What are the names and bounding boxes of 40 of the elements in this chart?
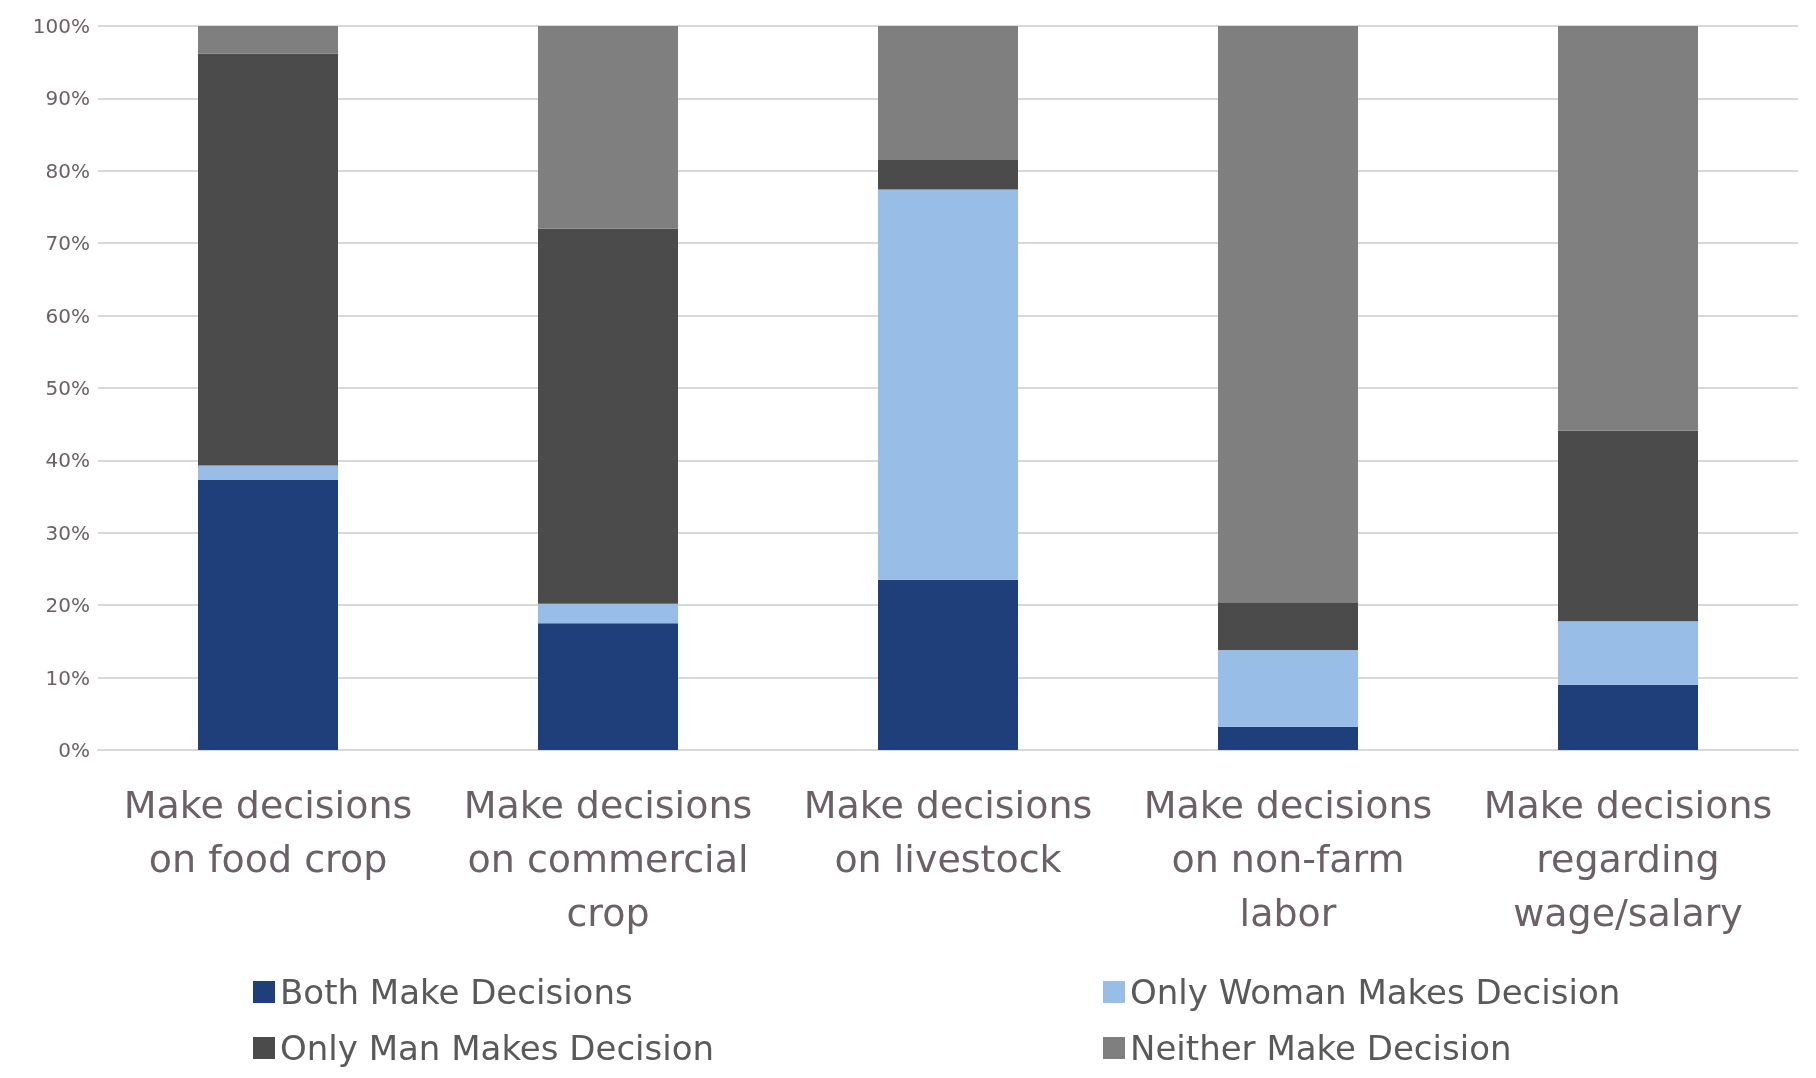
legend-label: Only Man Makes Decision (280, 1028, 715, 1068)
bar (1218, 650, 1358, 727)
y-tick-label: 0% (58, 738, 90, 762)
x-tick-label: Make decisions on commercial crop (463, 783, 753, 935)
y-tick-label: 80% (45, 158, 90, 183)
bar (538, 228, 678, 604)
bar (878, 579, 1018, 750)
bar (878, 159, 1018, 190)
bar (538, 603, 678, 624)
y-tick-label: 30% (45, 520, 90, 545)
bar (878, 26, 1018, 160)
bar (1218, 726, 1358, 750)
y-tick-label: 90% (45, 86, 90, 111)
legend-label: Only Woman Makes Decision (1130, 972, 1621, 1012)
bar (198, 26, 338, 54)
bar (1218, 603, 1358, 651)
legend-label: Both Make Decisions (280, 972, 633, 1012)
y-tick-label: 70% (45, 231, 90, 256)
x-tick-label: Make decisions regarding wage/salary (1483, 783, 1773, 935)
y-tick-label: 50% (45, 376, 90, 400)
x-tick-label: Make decisions on non-farm labor (1143, 783, 1433, 935)
bar (538, 26, 678, 229)
bar (878, 189, 1018, 580)
y-tick-label: 40% (45, 448, 90, 473)
bar (1558, 430, 1698, 622)
y-tick-label: 20% (45, 593, 90, 618)
bar (198, 53, 338, 466)
y-tick-label: 100% (32, 14, 90, 38)
bar (198, 465, 338, 480)
bar (1558, 621, 1698, 685)
y-tick-label: 60% (45, 303, 90, 328)
y-tick-label: 10% (45, 665, 90, 690)
bar (1218, 26, 1358, 604)
bar (1558, 684, 1698, 750)
x-tick-label: Make decisions on livestock (803, 783, 1093, 881)
bar (198, 479, 338, 750)
x-tick-label: Make decisions on food crop (123, 783, 413, 881)
legend-label: Neither Make Decision (1130, 1028, 1512, 1068)
bar (1558, 26, 1698, 431)
bar (538, 623, 678, 750)
